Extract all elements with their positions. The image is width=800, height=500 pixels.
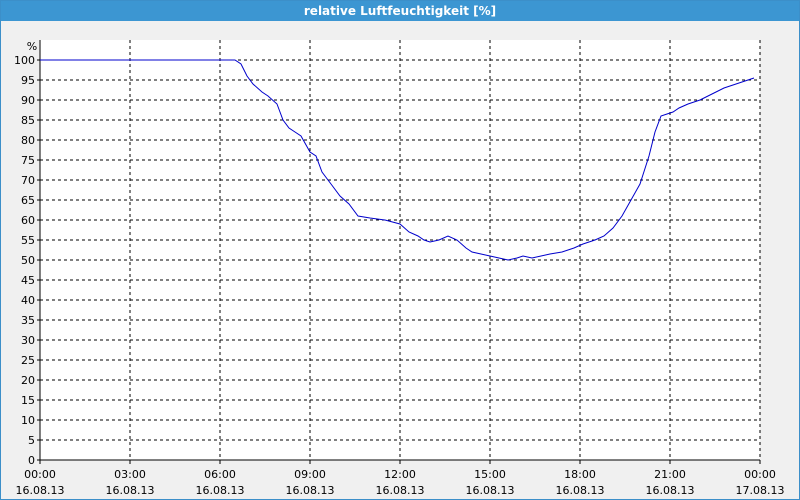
y-tick-label: 55 — [21, 234, 35, 247]
y-tick-label: 50 — [21, 254, 35, 267]
y-tick-label: 85 — [21, 114, 35, 127]
x-tick-time-label: 09:00 — [294, 468, 326, 481]
x-tick-date-label: 16.08.13 — [466, 484, 515, 497]
x-tick-date-label: 16.08.13 — [286, 484, 335, 497]
x-tick-time-label: 21:00 — [654, 468, 686, 481]
x-tick-time-label: 00:00 — [24, 468, 56, 481]
y-tick-label: 60 — [21, 214, 35, 227]
y-tick-label: 65 — [21, 194, 35, 207]
x-tick-labels: 00:00 16.08.13 03:00 16.08.13 06:00 16.08.13 0… — [16, 460, 785, 497]
x-tick-time-label: 06:00 — [204, 468, 236, 481]
x-tick-time-label: 00:00 — [744, 468, 776, 481]
y-tick-label: 90 — [21, 94, 35, 107]
y-tick-labels: 0 5 10 15 20 25 30 35 40 45 50 55 60 65 70 75 80 85 90 95 10… — [14, 54, 40, 467]
y-tick-label: 95 — [21, 74, 35, 87]
y-tick-label: 45 — [21, 274, 35, 287]
x-tick-date-label: 16.08.13 — [106, 484, 155, 497]
x-tick-time-label: 03:00 — [114, 468, 146, 481]
x-tick-date-label: 16.08.13 — [556, 484, 605, 497]
y-tick-label: 0 — [28, 454, 35, 467]
series-layer — [40, 59, 755, 261]
grid — [40, 40, 761, 460]
x-tick-time-label: 15:00 — [474, 468, 506, 481]
humidity-series-line — [40, 59, 755, 261]
y-tick-label: 5 — [28, 434, 35, 447]
x-tick-time-label: 18:00 — [564, 468, 596, 481]
y-tick-label: 30 — [21, 334, 35, 347]
x-tick-date-label: 16.08.13 — [376, 484, 425, 497]
y-tick-label: 20 — [21, 374, 35, 387]
x-tick-date-label: 16.08.13 — [196, 484, 245, 497]
y-tick-label: 10 — [21, 414, 35, 427]
x-tick-date-label: 16.08.13 — [646, 484, 695, 497]
y-tick-label: 35 — [21, 314, 35, 327]
window-title: relative Luftfeuchtigkeit [%] — [1, 1, 799, 21]
y-tick-label: 15 — [21, 394, 35, 407]
y-tick-label: 70 — [21, 174, 35, 187]
y-tick-label: 100 — [14, 54, 35, 67]
y-tick-label: 80 — [21, 134, 35, 147]
y-tick-label: 40 — [21, 294, 35, 307]
y-tick-label: 25 — [21, 354, 35, 367]
y-axis-label: % — [27, 40, 37, 53]
y-tick-label: 75 — [21, 154, 35, 167]
x-tick-date-label: 17.08.13 — [736, 484, 785, 497]
x-tick-date-label: 16.08.13 — [16, 484, 65, 497]
x-tick-time-label: 12:00 — [384, 468, 416, 481]
